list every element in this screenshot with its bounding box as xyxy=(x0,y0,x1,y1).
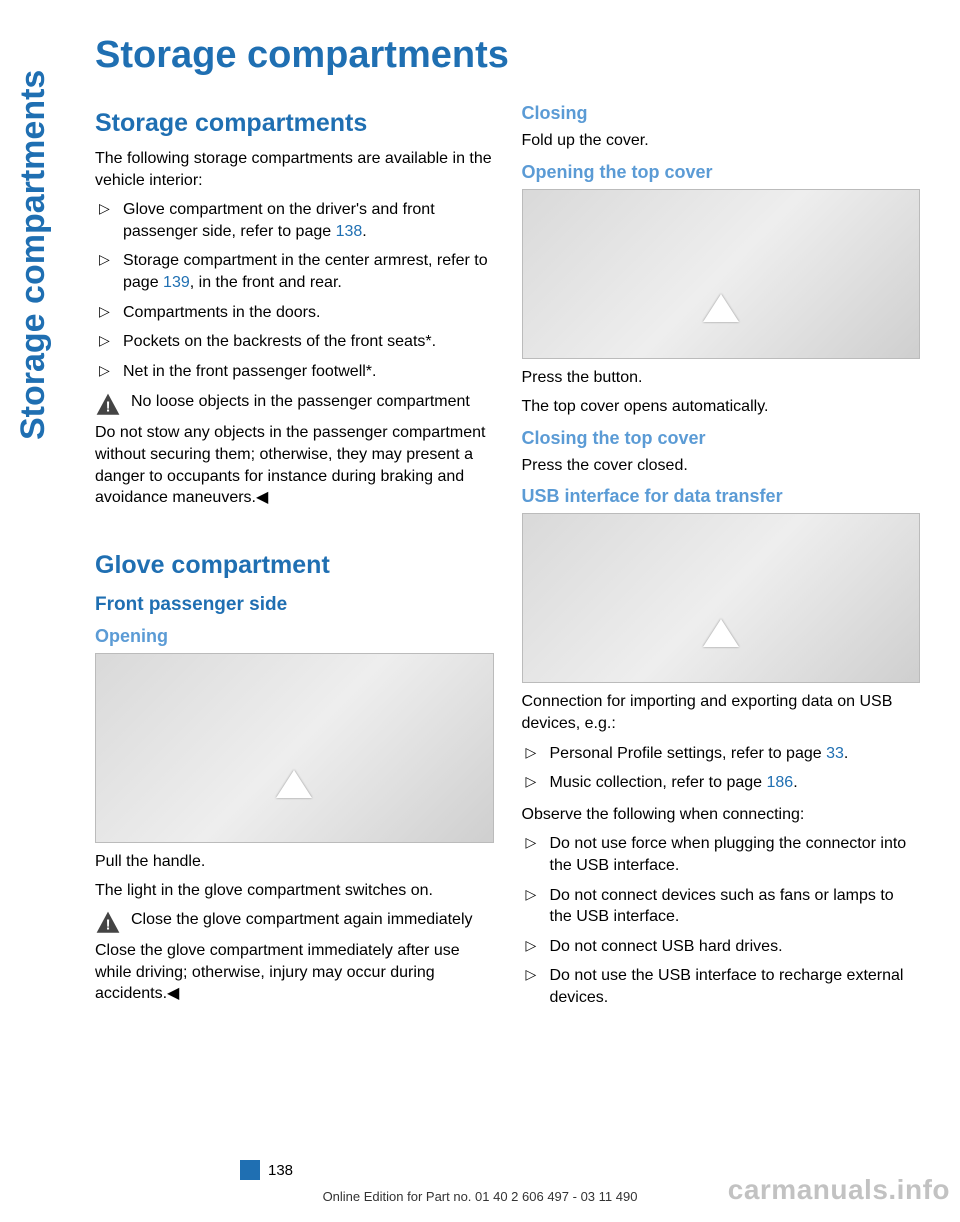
body-text: Fold up the cover. xyxy=(522,130,921,152)
list-item: Storage compartment in the center armres… xyxy=(95,250,494,293)
list-text: . xyxy=(844,745,848,762)
page-ref-link[interactable]: 138 xyxy=(336,223,363,240)
body-text: The top cover opens automatically. xyxy=(522,396,921,418)
body-text: Pull the handle. xyxy=(95,851,494,873)
warning-icon: ! xyxy=(95,392,121,418)
page-number-marker xyxy=(240,1160,260,1180)
list-text: Personal Profile settings, refer to page xyxy=(550,745,827,762)
body-text: Observe the following when connecting: xyxy=(522,804,921,826)
figure-glove-opening xyxy=(95,653,494,843)
list-item: Pockets on the backrests of the front se… xyxy=(95,331,494,353)
list-item: Music collection, refer to page 186. xyxy=(522,772,921,794)
list-text: Net in the front passenger footwell*. xyxy=(123,363,376,380)
list-item: Do not connect USB hard drives. xyxy=(522,936,921,958)
warning-block: ! Close the glove compartment again imme… xyxy=(95,910,494,936)
body-text: Press the button. xyxy=(522,367,921,389)
body-text: The light in the glove compartment switc… xyxy=(95,880,494,902)
subheading-closing: Closing xyxy=(522,103,921,124)
list-item: Do not use force when plugging the conne… xyxy=(522,833,921,876)
list-item: Glove compartment on the driver's and fr… xyxy=(95,199,494,242)
column-right: Closing Fold up the cover. Opening the t… xyxy=(522,103,921,1019)
list-text: Do not use force when plugging the conne… xyxy=(550,835,907,874)
usb-ref-list: Personal Profile settings, refer to page… xyxy=(522,743,921,794)
storage-list: Glove compartment on the driver's and fr… xyxy=(95,199,494,382)
figure-usb-interface xyxy=(522,513,921,683)
subheading-usb-interface: USB interface for data transfer xyxy=(522,486,921,507)
list-item: Do not use the USB interface to recharge… xyxy=(522,965,921,1008)
warning-title: Close the glove compartment again immedi… xyxy=(131,910,473,931)
list-text: . xyxy=(362,223,366,240)
list-item: Net in the front passenger footwell*. xyxy=(95,361,494,383)
intro-text: The following storage compartments are a… xyxy=(95,148,494,191)
heading-storage-compartments: Storage compartments xyxy=(95,109,494,138)
svg-text:!: ! xyxy=(106,917,111,933)
subheading-closing-top-cover: Closing the top cover xyxy=(522,428,921,449)
list-text: , in the front and rear. xyxy=(190,274,342,291)
subheading-opening: Opening xyxy=(95,626,494,647)
page-ref-link[interactable]: 186 xyxy=(767,774,794,791)
warning-body: Close the glove compartment immediately … xyxy=(95,940,494,1005)
subheading-front-passenger: Front passenger side xyxy=(95,594,494,616)
subheading-opening-top-cover: Opening the top cover xyxy=(522,162,921,183)
page-content: Storage compartments Storage compartment… xyxy=(95,34,920,1019)
list-text: Glove compartment on the driver's and fr… xyxy=(123,201,435,240)
usb-rules-list: Do not use force when plugging the conne… xyxy=(522,833,921,1008)
page-ref-link[interactable]: 33 xyxy=(826,745,844,762)
list-text: Compartments in the doors. xyxy=(123,304,320,321)
list-text: Music collection, refer to page xyxy=(550,774,767,791)
warning-body: Do not stow any objects in the passenger… xyxy=(95,422,494,508)
page-ref-link[interactable]: 139 xyxy=(163,274,190,291)
list-item: Compartments in the doors. xyxy=(95,302,494,324)
svg-text:!: ! xyxy=(106,400,111,416)
two-column-layout: Storage compartments The following stora… xyxy=(95,103,920,1019)
body-text: Connection for importing and exporting d… xyxy=(522,691,921,734)
figure-top-cover xyxy=(522,189,921,359)
warning-title: No loose objects in the passenger compar… xyxy=(131,392,470,413)
heading-glove-compartment: Glove compartment xyxy=(95,551,494,580)
warning-block: ! No loose objects in the passenger comp… xyxy=(95,392,494,418)
warning-icon: ! xyxy=(95,910,121,936)
page-title: Storage compartments xyxy=(95,34,920,77)
page-number: 138 xyxy=(268,1162,293,1179)
watermark: carmanuals.info xyxy=(728,1174,950,1206)
body-text: Press the cover closed. xyxy=(522,455,921,477)
list-text: Do not use the USB interface to recharge… xyxy=(550,967,904,1006)
list-text: Do not connect USB hard drives. xyxy=(550,938,783,955)
list-text: Pockets on the backrests of the front se… xyxy=(123,333,436,350)
column-left: Storage compartments The following stora… xyxy=(95,103,494,1019)
list-text: Do not connect devices such as fans or l… xyxy=(550,887,894,926)
page-number-block: 138 xyxy=(240,1160,293,1180)
side-section-label: Storage compartments xyxy=(14,70,53,440)
list-text: . xyxy=(793,774,797,791)
list-item: Do not connect devices such as fans or l… xyxy=(522,885,921,928)
list-item: Personal Profile settings, refer to page… xyxy=(522,743,921,765)
